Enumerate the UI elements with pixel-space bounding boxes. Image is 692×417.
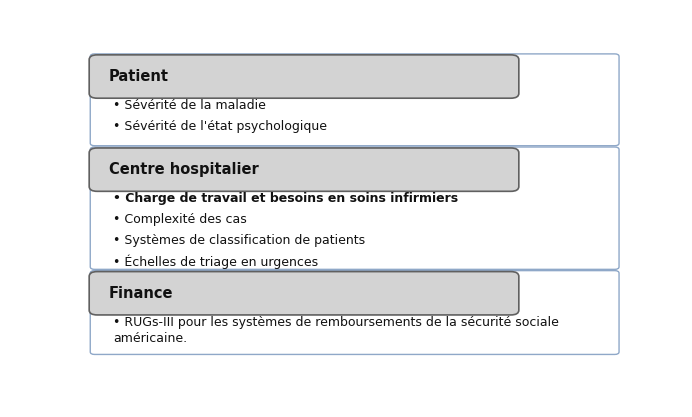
Text: • Charge de travail et besoins en soins infirmiers: • Charge de travail et besoins en soins … — [113, 192, 458, 205]
Text: • Sévérité de la maladie: • Sévérité de la maladie — [113, 99, 266, 112]
FancyBboxPatch shape — [90, 54, 619, 146]
Text: Patient: Patient — [109, 69, 169, 84]
Text: • Complexité des cas: • Complexité des cas — [113, 213, 247, 226]
Text: Finance: Finance — [109, 286, 174, 301]
Text: • Sévérité de l'état psychologique: • Sévérité de l'état psychologique — [113, 120, 327, 133]
Text: • RUGs-III pour les systèmes de remboursements de la sécurité sociale
américaine: • RUGs-III pour les systèmes de rembours… — [113, 316, 559, 345]
Text: Centre hospitalier: Centre hospitalier — [109, 162, 259, 177]
Text: • Systèmes de classification de patients: • Systèmes de classification de patients — [113, 234, 365, 247]
Text: • Échelles de triage en urgences: • Échelles de triage en urgences — [113, 255, 318, 269]
FancyBboxPatch shape — [89, 148, 519, 191]
FancyBboxPatch shape — [89, 271, 519, 315]
FancyBboxPatch shape — [89, 55, 519, 98]
FancyBboxPatch shape — [90, 147, 619, 269]
FancyBboxPatch shape — [90, 271, 619, 354]
